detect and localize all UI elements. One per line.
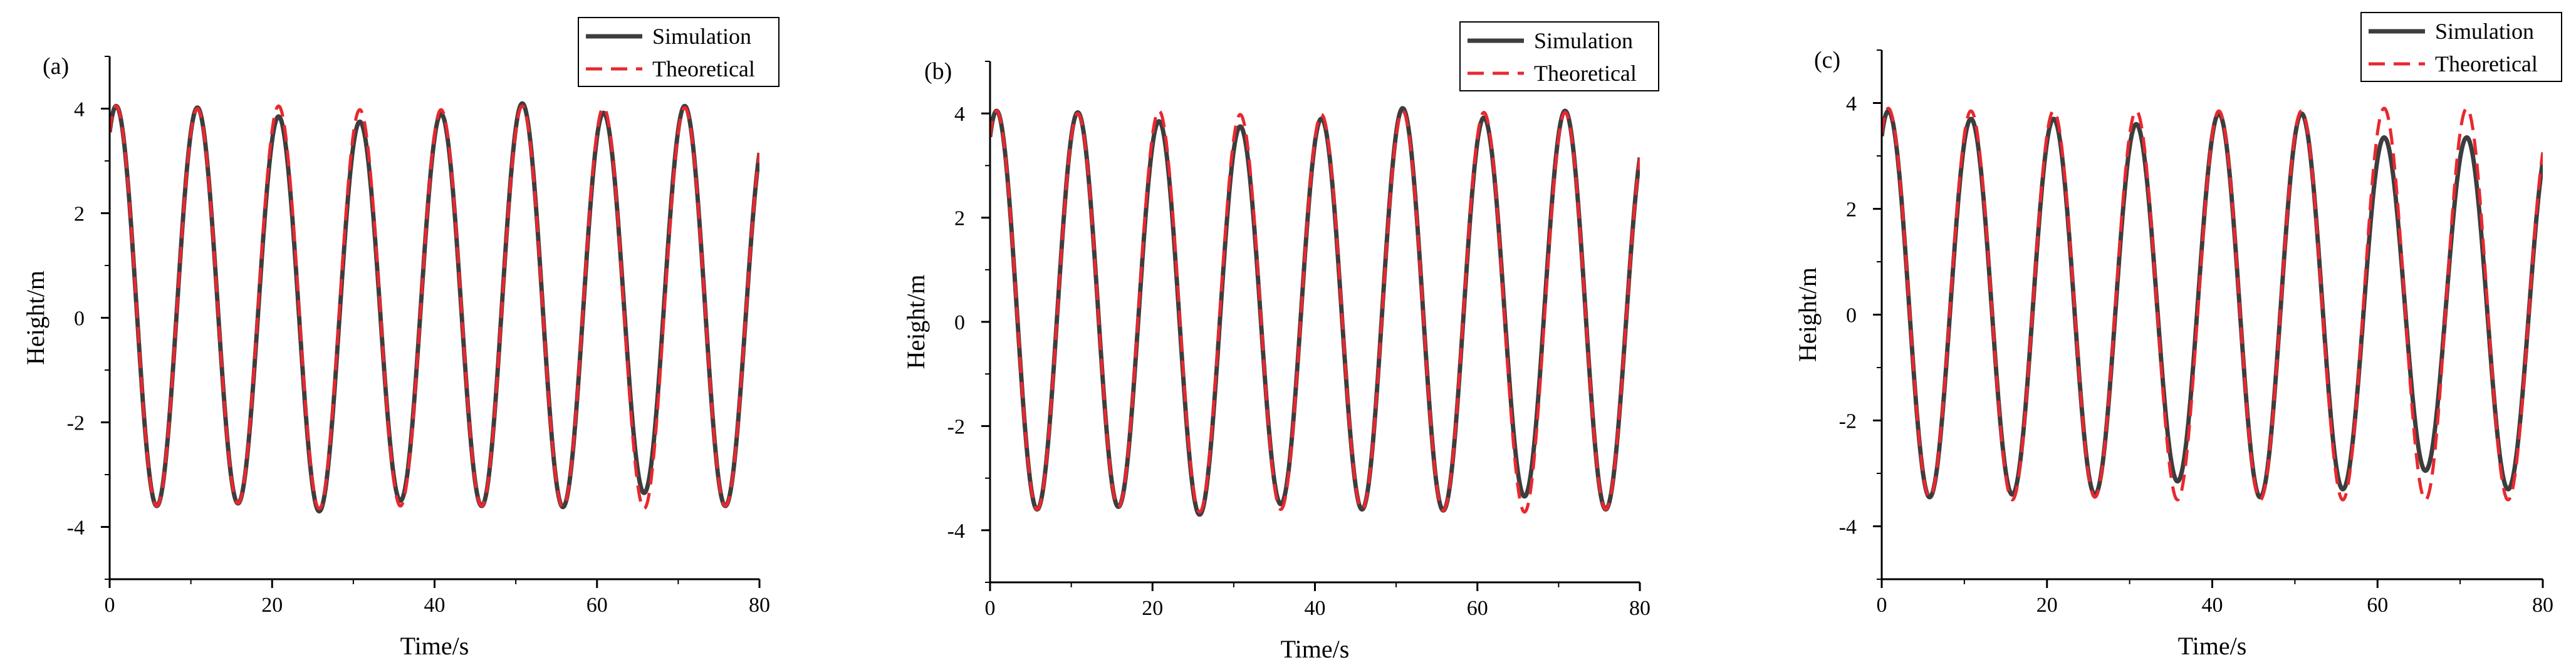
x-tick-label: 80 xyxy=(1629,597,1650,620)
y-tick-label: -4 xyxy=(1839,516,1857,539)
x-tick-label: 80 xyxy=(749,594,770,617)
x-tick-label: 60 xyxy=(2367,594,2388,617)
legend-box xyxy=(578,17,780,87)
x-tick-label: 0 xyxy=(985,597,996,620)
legend: Simulation Theoretical xyxy=(1459,21,1659,91)
x-tick-label: 60 xyxy=(587,594,608,617)
legend-entry-label: Simulation xyxy=(1534,28,1633,53)
theoretical-series-line xyxy=(1882,106,2543,502)
y-axis-label: Height/m xyxy=(21,271,50,365)
legend-box xyxy=(1459,21,1659,91)
x-tick-label: 80 xyxy=(2532,594,2553,617)
legend-entry-label: Theoretical xyxy=(1534,61,1637,86)
x-tick-label: 20 xyxy=(1142,597,1163,620)
legend-entry-label: Simulation xyxy=(652,24,751,49)
legend-box xyxy=(2360,12,2562,82)
y-tick-label: -4 xyxy=(67,517,85,540)
simulation-series-line xyxy=(1882,108,2543,500)
y-tick-label: 2 xyxy=(74,203,85,226)
y-tick-label: 0 xyxy=(74,307,85,331)
y-axis-label: Height/m xyxy=(902,274,930,369)
y-tick-label: 4 xyxy=(1846,93,1857,116)
panel-label: (a) xyxy=(43,53,69,80)
x-tick-label: 60 xyxy=(1467,597,1488,620)
theoretical-series-line xyxy=(110,104,759,510)
legend-entry-label: Theoretical xyxy=(652,56,755,81)
panel-label: (c) xyxy=(1814,47,1840,73)
chart-panel: 0 20 40 60 80 -4 -2 0 2 4 Time/s Height/m (b) Simulat… xyxy=(902,21,1659,663)
chart-panel: 0 20 40 60 80 -4 -2 0 2 4 Time/s Height/m (a) Simulat… xyxy=(21,17,780,660)
chart-panel: 0 20 40 60 80 -4 -2 0 2 4 Time/s Height/m (c) Simulat… xyxy=(1793,12,2562,660)
y-tick-label: 2 xyxy=(1846,198,1857,222)
y-tick-label: 2 xyxy=(954,207,965,230)
y-tick-label: -2 xyxy=(1839,410,1857,433)
legend: Simulation Theoretical xyxy=(2360,12,2562,82)
y-tick-label: 4 xyxy=(74,98,85,121)
x-tick-label: 0 xyxy=(1877,594,1887,617)
y-tick-label: 0 xyxy=(1846,304,1857,327)
x-tick-label: 40 xyxy=(2202,594,2223,617)
x-axis-label: Time/s xyxy=(2178,632,2247,660)
y-tick-label: -4 xyxy=(947,520,965,543)
x-tick-label: 40 xyxy=(1305,597,1326,620)
y-tick-label: 4 xyxy=(954,103,965,126)
y-tick-label: -2 xyxy=(947,415,965,438)
legend-entry-label: Theoretical xyxy=(2435,51,2538,76)
theoretical-series-line xyxy=(990,109,1640,514)
y-tick-label: 0 xyxy=(954,311,965,334)
y-tick-label: -2 xyxy=(67,412,85,435)
y-axis-label: Height/m xyxy=(1793,267,1822,362)
legend-entry-label: Simulation xyxy=(2435,19,2534,44)
legend: Simulation Theoretical xyxy=(578,17,780,87)
x-axis-label: Time/s xyxy=(400,632,469,660)
panel-label: (b) xyxy=(924,58,952,85)
x-tick-label: 20 xyxy=(261,594,283,617)
x-axis-label: Time/s xyxy=(1281,635,1350,663)
x-tick-label: 0 xyxy=(105,594,115,617)
x-tick-label: 20 xyxy=(2036,594,2058,617)
x-tick-label: 40 xyxy=(424,594,446,617)
